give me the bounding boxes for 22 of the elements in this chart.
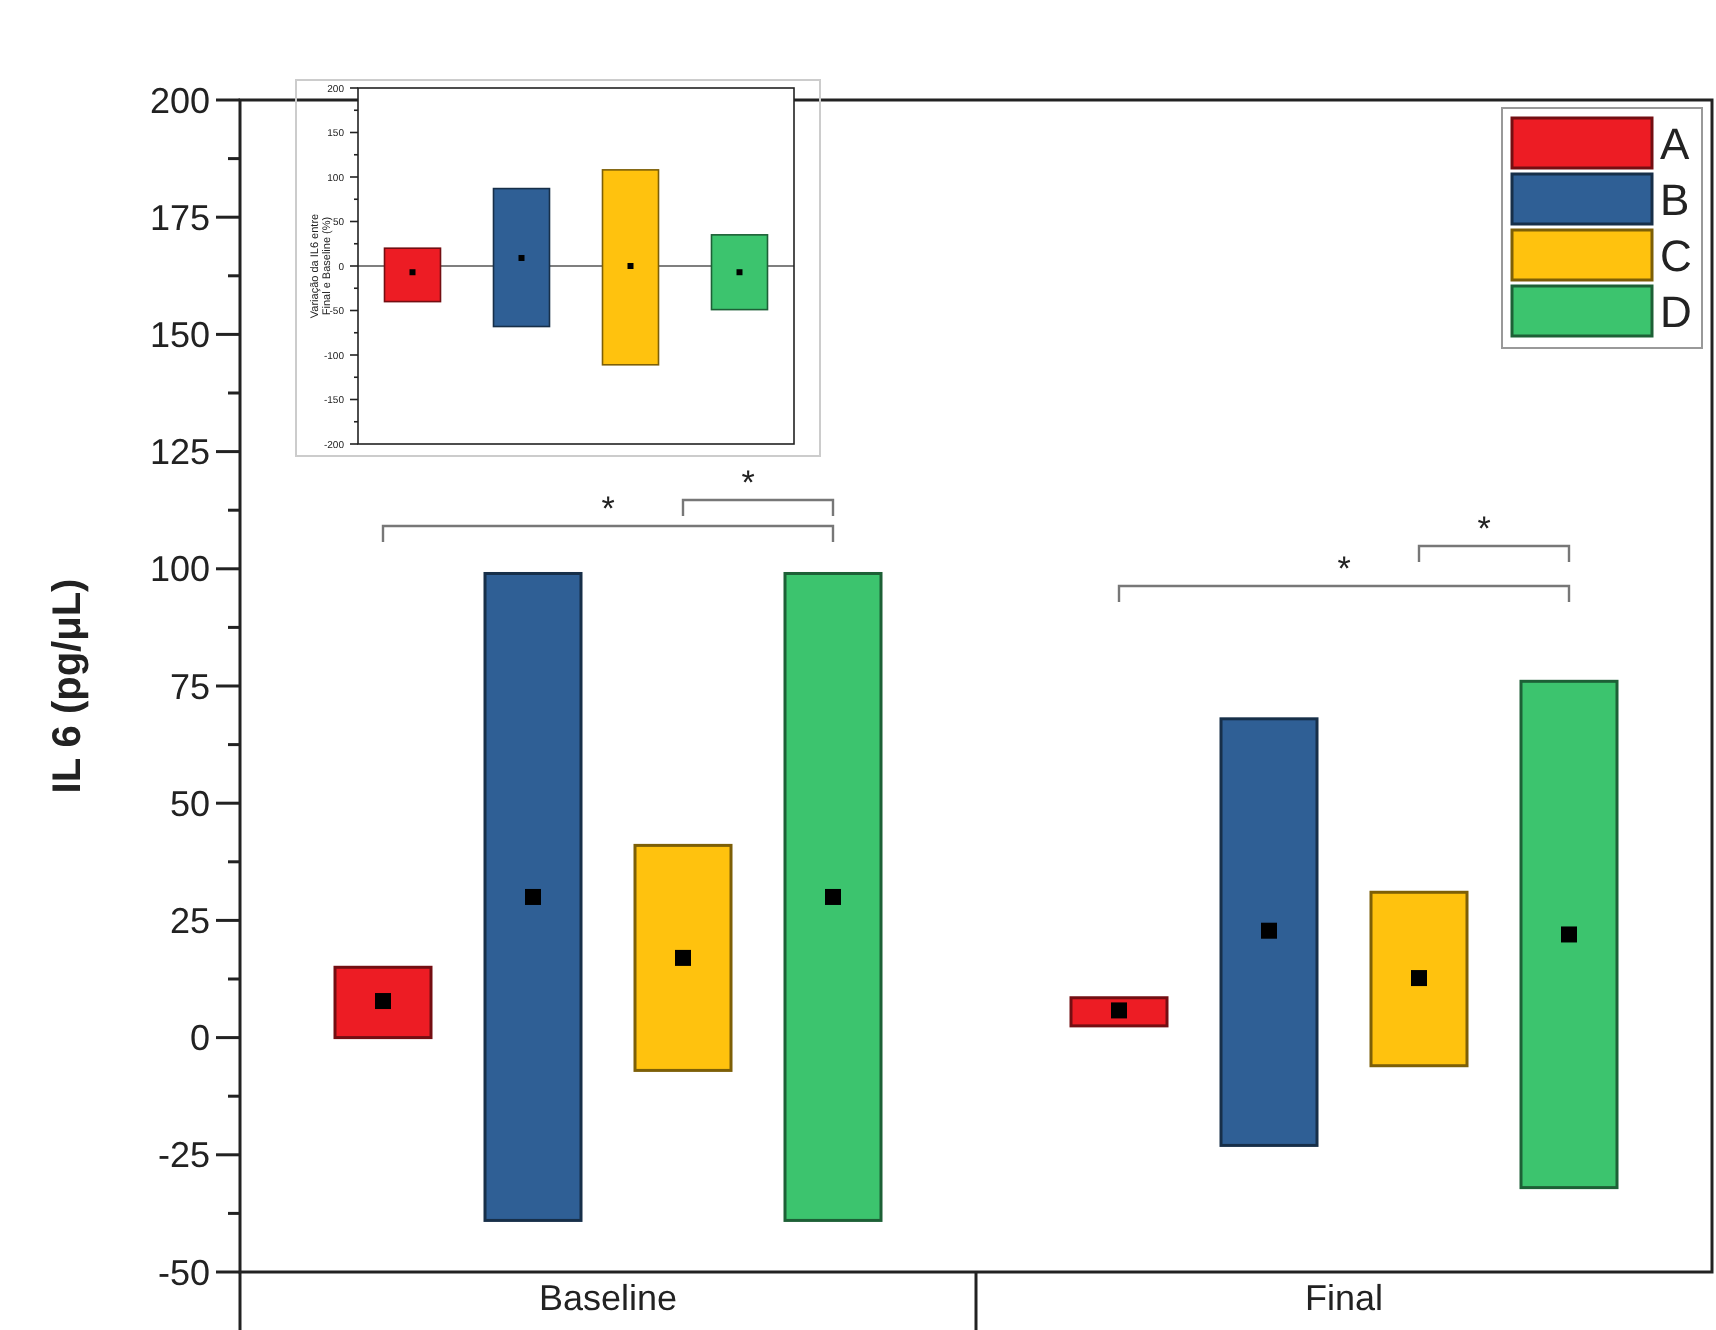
- legend-label: A: [1660, 119, 1690, 170]
- y-tick-label: -50: [157, 1252, 210, 1293]
- y-tick-label: 175: [149, 197, 210, 238]
- y-tick-label: 0: [189, 1018, 210, 1059]
- x-tick-label: Final: [1304, 1278, 1384, 1318]
- annotation: *: [601, 490, 616, 528]
- y-tick-label: 75: [169, 666, 210, 707]
- y-tick-label: 150: [149, 315, 210, 355]
- legend-label: D: [1660, 287, 1692, 338]
- annotation: *: [1337, 550, 1352, 588]
- y-tick-label: 200: [149, 80, 210, 121]
- y-axis-title: IL 6 (pg/μL): [46, 578, 90, 794]
- x-tick-label: Baseline: [538, 1278, 678, 1318]
- y-tick-label: 25: [169, 901, 210, 941]
- annotation: *: [1477, 510, 1492, 548]
- legend-label: C: [1660, 231, 1692, 282]
- y-tick-label: -25: [157, 1135, 210, 1176]
- annotation: *: [741, 464, 756, 502]
- y-tick-label: 50: [169, 783, 210, 824]
- y-tick-label: 125: [149, 432, 210, 473]
- y-tick-label: 100: [149, 549, 210, 590]
- legend-label: B: [1660, 175, 1690, 226]
